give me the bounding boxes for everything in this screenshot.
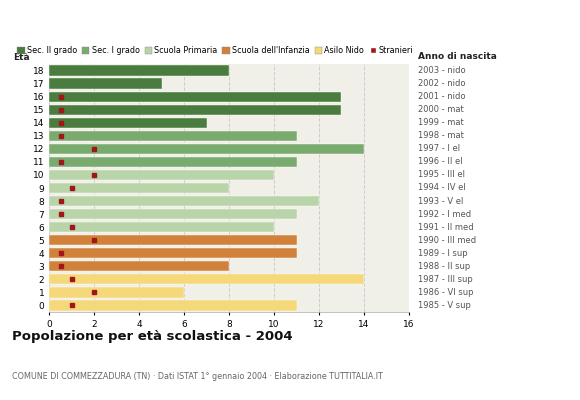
Text: 1997 - I el: 1997 - I el (418, 144, 460, 153)
Bar (49, 66, 229, 76)
Text: 1998 - mat: 1998 - mat (418, 131, 464, 140)
Bar (49, 300, 296, 310)
Bar (49, 222, 274, 232)
Bar (49, 104, 342, 115)
Legend: Sec. II grado, Sec. I grado, Scuola Primaria, Scuola dell'Infanzia, Asilo Nido, : Sec. II grado, Sec. I grado, Scuola Prim… (17, 46, 413, 55)
Text: 1995 - III el: 1995 - III el (418, 170, 465, 180)
Text: Popolazione per età scolastica - 2004: Popolazione per età scolastica - 2004 (12, 330, 292, 343)
Text: 1986 - VI sup: 1986 - VI sup (418, 288, 473, 297)
Bar (49, 248, 296, 258)
Text: 1991 - II med: 1991 - II med (418, 223, 474, 232)
Text: COMUNE DI COMMEZZADURA (TN) · Dati ISTAT 1° gennaio 2004 · Elaborazione TUTTITAL: COMUNE DI COMMEZZADURA (TN) · Dati ISTAT… (12, 372, 382, 381)
Text: Anno di nascita: Anno di nascita (418, 52, 497, 61)
Bar (49, 170, 274, 180)
Bar (49, 131, 296, 141)
Text: 1989 - I sup: 1989 - I sup (418, 249, 467, 258)
Bar (49, 274, 364, 284)
Text: 1992 - I med: 1992 - I med (418, 210, 471, 219)
Text: 1994 - IV el: 1994 - IV el (418, 184, 466, 192)
Text: 1999 - mat: 1999 - mat (418, 118, 463, 127)
Bar (49, 209, 296, 219)
Bar (49, 287, 184, 298)
Bar (49, 157, 296, 167)
Text: 2001 - nido: 2001 - nido (418, 92, 465, 101)
Bar (49, 261, 229, 272)
Bar (49, 78, 162, 89)
Text: 2003 - nido: 2003 - nido (418, 66, 466, 75)
Text: 1987 - III sup: 1987 - III sup (418, 275, 473, 284)
Bar (49, 235, 296, 245)
Text: 1996 - II el: 1996 - II el (418, 157, 463, 166)
Text: 1985 - V sup: 1985 - V sup (418, 301, 471, 310)
Bar (49, 183, 229, 193)
Text: 2002 - nido: 2002 - nido (418, 79, 465, 88)
Text: 2000 - mat: 2000 - mat (418, 105, 463, 114)
Text: 1988 - II sup: 1988 - II sup (418, 262, 470, 271)
Text: 1990 - III med: 1990 - III med (418, 236, 476, 245)
Text: 1993 - V el: 1993 - V el (418, 196, 463, 206)
Bar (49, 118, 206, 128)
Bar (49, 196, 319, 206)
Bar (49, 144, 364, 154)
Text: Età: Età (13, 52, 30, 62)
Bar (49, 92, 342, 102)
